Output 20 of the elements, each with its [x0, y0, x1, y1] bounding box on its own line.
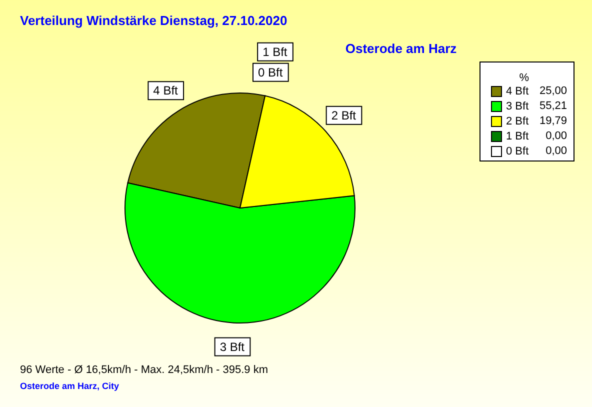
legend-label: 3 Bft — [506, 100, 529, 112]
slice-label: 3 Bft — [220, 340, 246, 354]
data-label: 55,21 — [539, 100, 567, 112]
data-label: 25,00 — [539, 85, 567, 97]
category-label: 0 Bft — [258, 65, 283, 80]
text: Osterode am Harz, City — [20, 381, 120, 391]
text: 0,00 — [546, 130, 567, 142]
category-label: 1 Bft — [262, 44, 288, 59]
slice-label: 2 Bft — [331, 108, 357, 122]
text: 0,00 — [546, 145, 567, 157]
legend-label: 4 Bft — [506, 86, 529, 98]
legend-label: 0 Bft — [506, 146, 529, 158]
data-label: 19,79 — [539, 115, 567, 127]
slice-label: 4 Bft — [153, 84, 179, 98]
chart-subtitle: Osterode am Harz — [345, 41, 458, 56]
legend-label: 1 Bft — [506, 130, 529, 142]
text: 96 Werte - Ø 16,5km/h - Max. 24,5km/h - 395.9 km — [20, 364, 268, 376]
legend-label: 2 Bft — [506, 116, 529, 128]
chart-title: Verteilung Windstärke Dienstag, 27.10.2020 — [20, 13, 288, 28]
legend-title: % — [519, 72, 530, 84]
